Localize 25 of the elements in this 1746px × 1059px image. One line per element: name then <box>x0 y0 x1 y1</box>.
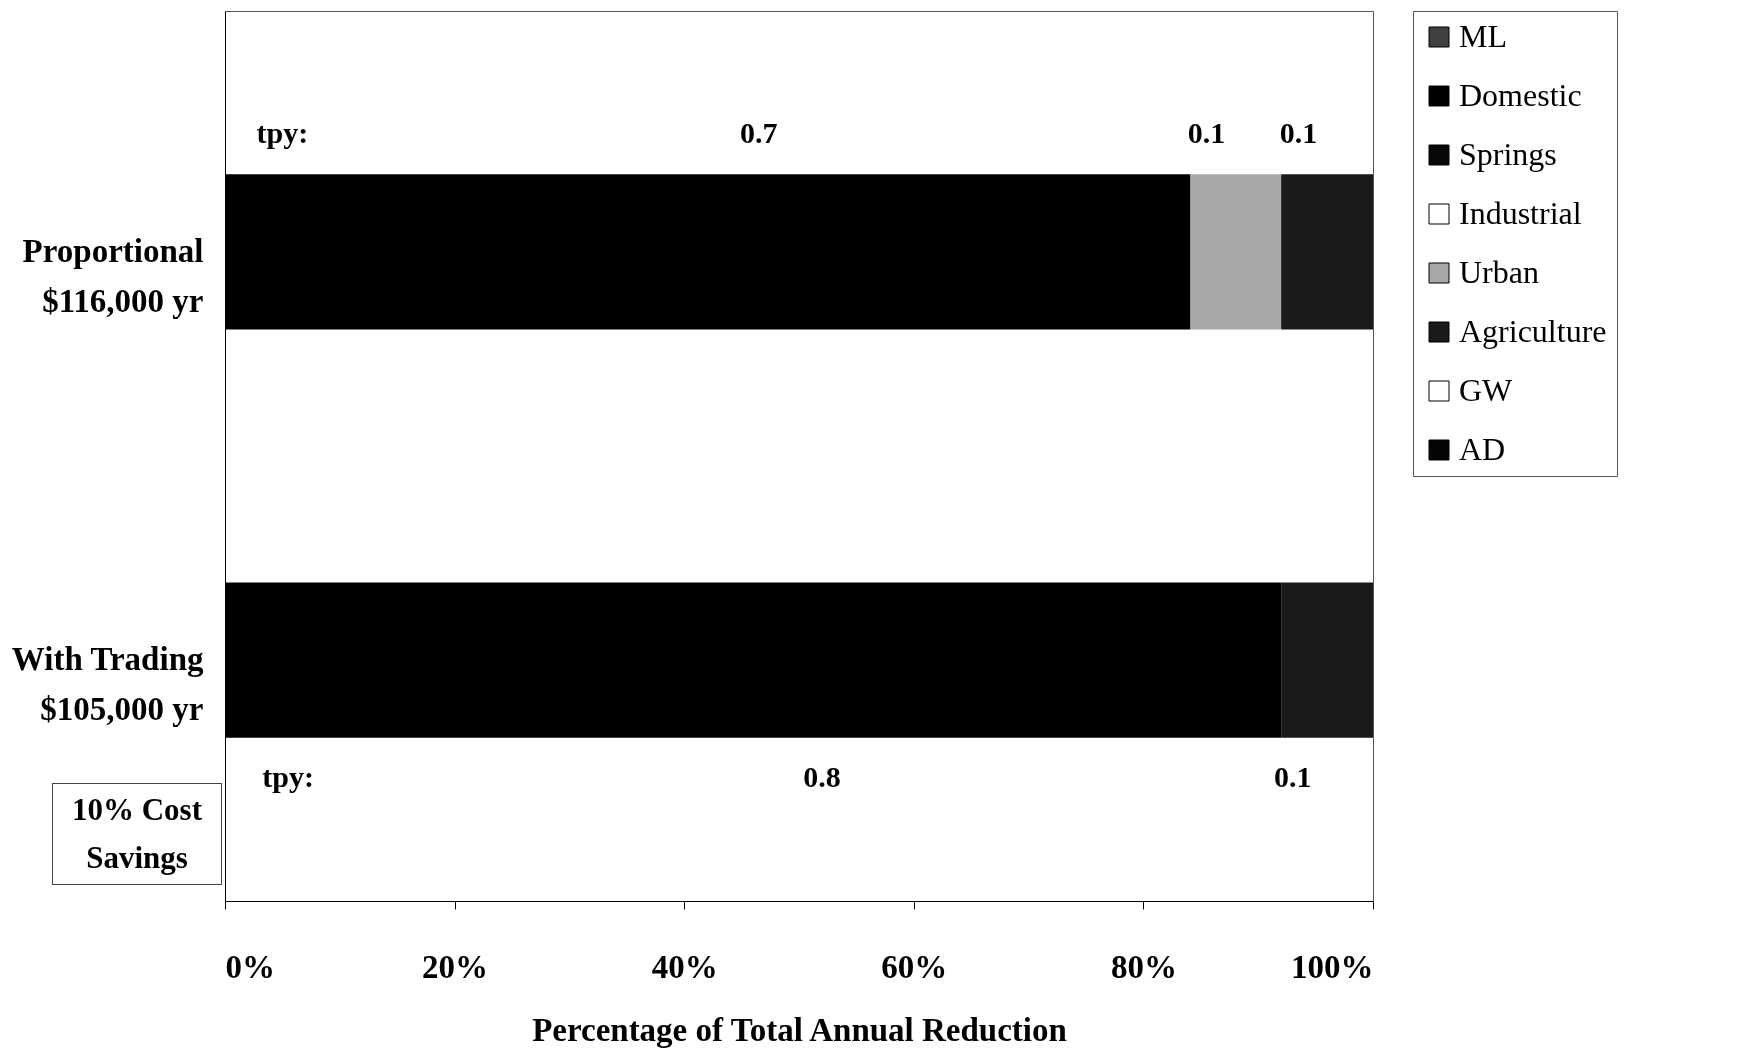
annotation: tpy: <box>262 760 314 794</box>
y-tick-label: With Trading $105,000 yr <box>11 641 204 728</box>
x-tick-label: 20% <box>422 948 489 985</box>
x-tick-label: 0% <box>225 948 275 985</box>
legend-label: Domestic <box>1459 77 1582 113</box>
annotation: 0.1 <box>1273 760 1312 794</box>
legend-label: AD <box>1459 431 1506 467</box>
legend-label: Springs <box>1459 136 1557 172</box>
annotation: 0.7 <box>740 115 778 149</box>
text: 10% Cost Savings <box>52 783 222 885</box>
x-axis-title: Percentage of Total Annual Reduction <box>532 1011 1067 1048</box>
annotation: 0.1 <box>1279 115 1318 149</box>
y-tick-label: Proportional $116,000 yr <box>22 232 204 319</box>
legend-label: Industrial <box>1459 195 1582 231</box>
x-tick-label: 100% <box>1291 948 1374 985</box>
legend-label: Urban <box>1459 254 1539 290</box>
legend-label: GW <box>1459 372 1514 408</box>
x-tick-label: 60% <box>881 948 948 985</box>
annotation: 0.8 <box>803 760 841 794</box>
legend-label: Agriculture <box>1459 313 1607 349</box>
x-tick-label: 40% <box>651 948 718 985</box>
annotation: tpy: <box>256 115 309 149</box>
x-tick-label: 80% <box>1110 948 1177 985</box>
annotation: 0.1 <box>1187 115 1226 149</box>
legend-label: ML <box>1459 18 1507 54</box>
